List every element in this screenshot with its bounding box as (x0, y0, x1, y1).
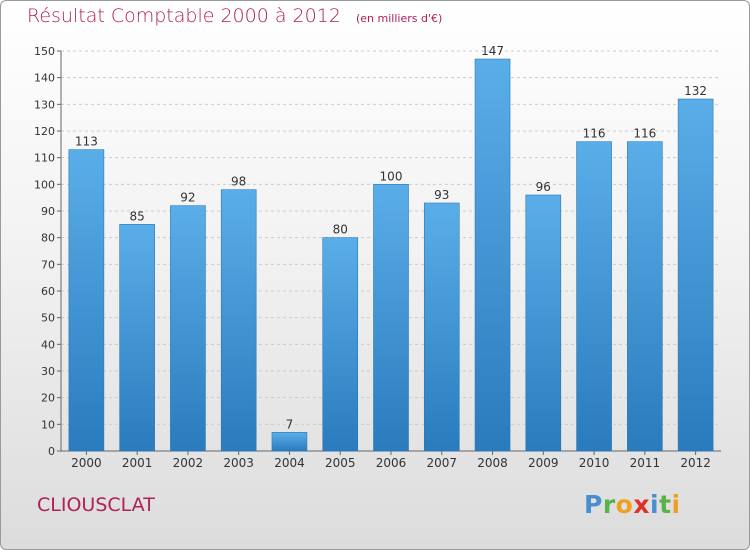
x-tick-label: 2006 (376, 456, 407, 470)
bar-value-label: 147 (481, 44, 504, 58)
bar-value-label: 116 (583, 127, 606, 141)
y-tick-label: 110 (34, 152, 55, 165)
bar-value-label: 132 (684, 84, 707, 98)
bar-value-label: 113 (75, 135, 98, 149)
y-tick-label: 0 (48, 445, 55, 458)
y-tick-label: 90 (41, 205, 55, 218)
bar-2007 (423, 202, 460, 452)
city-name: CLIOUSCLAT (37, 494, 155, 516)
bar-2006 (373, 184, 409, 452)
y-tick-label: 30 (41, 365, 55, 378)
bar-value-label: 100 (380, 169, 403, 183)
bar-value-label: 98 (231, 175, 246, 189)
bar-value-label: 92 (180, 191, 195, 205)
y-tick-label: 10 (41, 418, 55, 431)
y-tick-label: 60 (41, 285, 55, 298)
bar-2008 (474, 58, 511, 452)
chart-unit-note: (en milliers d'€) (355, 12, 443, 25)
bar-value-label: 80 (333, 223, 348, 237)
x-tick-label: 2011 (630, 456, 661, 470)
x-tick-label: 2009 (528, 456, 559, 470)
bar-value-label: 116 (633, 127, 656, 141)
bar-value-label: 93 (434, 188, 449, 202)
x-tick-label: 2004 (274, 456, 305, 470)
bar-value-label: 7 (286, 417, 294, 431)
bar-2011 (627, 141, 663, 452)
bar-2001 (119, 224, 155, 452)
x-tick-label: 2001 (122, 456, 153, 470)
bar-2010 (576, 141, 612, 452)
chart-title-line: Résultat Comptable 2000 à 2012 (en milli… (27, 5, 442, 27)
bar-2009 (525, 194, 562, 452)
bar-2005 (322, 237, 359, 452)
x-tick-label: 2008 (477, 456, 508, 470)
bar-2000 (68, 149, 105, 452)
y-tick-label: 50 (41, 312, 55, 325)
y-tick-label: 130 (34, 98, 55, 111)
x-tick-label: 2012 (680, 456, 711, 470)
x-tick-label: 2010 (579, 456, 610, 470)
bar-value-label: 96 (536, 180, 551, 194)
y-tick-label: 150 (34, 45, 55, 58)
bar-2003 (220, 189, 257, 452)
y-tick-label: 120 (34, 125, 55, 138)
chart-title: Résultat Comptable 2000 à 2012 (27, 5, 341, 27)
y-tick-label: 100 (34, 178, 55, 191)
y-tick-label: 140 (34, 72, 55, 85)
bar-value-label: 85 (130, 209, 145, 223)
bar-2004 (271, 432, 308, 452)
x-tick-label: 2000 (71, 456, 102, 470)
y-tick-label: 40 (41, 338, 55, 351)
y-tick-label: 70 (41, 258, 55, 271)
y-tick-label: 80 (41, 232, 55, 245)
bar-2002 (170, 205, 206, 452)
bar-2012 (677, 98, 714, 452)
x-tick-label: 2007 (426, 456, 457, 470)
proxiti-logo: Proxiti (584, 490, 681, 519)
x-tick-label: 2003 (223, 456, 254, 470)
x-tick-label: 2005 (325, 456, 356, 470)
y-tick-label: 20 (41, 392, 55, 405)
x-tick-label: 2002 (173, 456, 204, 470)
